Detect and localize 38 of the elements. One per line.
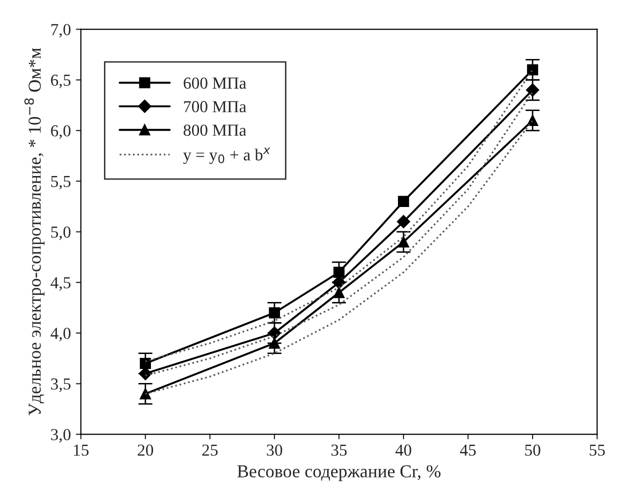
point [268, 338, 280, 349]
point [333, 266, 345, 278]
x-axis-title: Весовое содержание Cr, % [237, 465, 440, 482]
point [332, 276, 346, 290]
y-tick-label: 4,5 [50, 277, 70, 291]
x-tick-label: 35 [331, 444, 347, 456]
x-tick-label: 20 [138, 444, 154, 456]
point [268, 326, 282, 340]
y-tick-label: 5,0 [51, 226, 70, 240]
y-tick-label: 4,0 [50, 328, 70, 342]
y-tick-label: 6,5 [51, 74, 70, 88]
y-tick-label: 3,5 [51, 378, 70, 392]
point [140, 358, 151, 369]
point [527, 114, 538, 126]
x-tick-label: 30 [266, 444, 282, 456]
point [527, 64, 538, 76]
x-tick-label: 55 [590, 444, 605, 456]
point [526, 83, 540, 97]
y-tick-label: 6,0 [51, 125, 70, 139]
point [396, 215, 410, 228]
point [398, 196, 410, 207]
x-tick-label: 40 [396, 444, 412, 456]
y-axis-title: Удельное электро-сопротивление, * 10$^{−8}$ Ом*м [24, 48, 44, 416]
y-tick-label: 7,0 [51, 24, 70, 38]
legend-label: y = y$_{0}$ + a b$^{x}$ [183, 148, 270, 164]
y-tick-label: 3,0 [51, 429, 70, 443]
legend-label: 700 МПа [184, 101, 246, 112]
x-tick-label: 50 [525, 444, 540, 456]
point [140, 388, 151, 400]
point [398, 236, 410, 248]
x-tick-label: 15 [74, 444, 89, 456]
x-tick-label: 25 [202, 444, 218, 456]
x-tick-label: 45 [460, 444, 476, 456]
point [333, 287, 345, 298]
legend-label: 800 МПа [184, 124, 246, 136]
y-tick-label: 5,5 [51, 176, 70, 190]
legend-label: 600 МПа [184, 78, 246, 89]
point [268, 307, 280, 318]
